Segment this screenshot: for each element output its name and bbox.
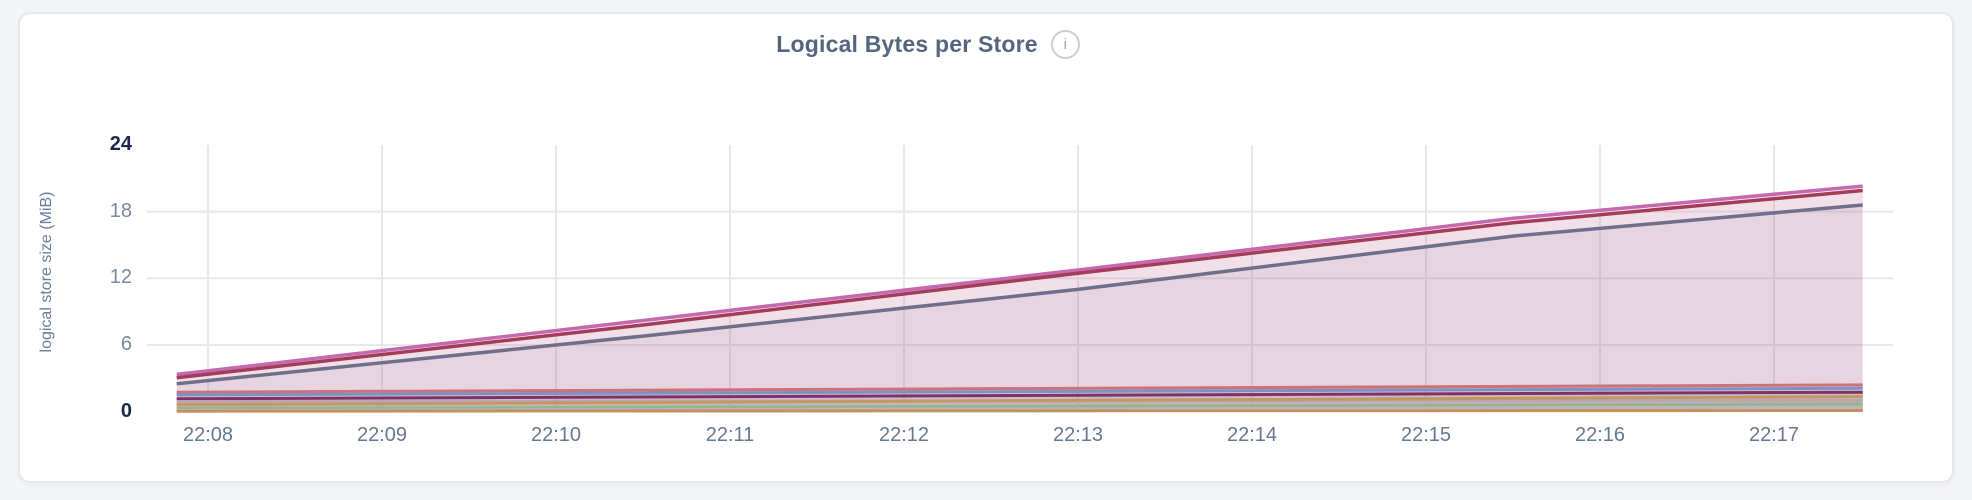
- series-line-series-02: [176, 188, 1863, 380]
- series-line-series-09: [176, 402, 1863, 410]
- series-line-series-01: [176, 184, 1863, 377]
- series-area-series-03: [176, 205, 1863, 412]
- series-line-series-05: [176, 386, 1863, 397]
- info-icon-glyph: i: [1063, 36, 1067, 53]
- series-line-series-06: [176, 390, 1863, 401]
- series-line-series-04: [176, 383, 1863, 394]
- info-icon[interactable]: i: [1050, 30, 1080, 59]
- series-area-series-01: [176, 186, 1863, 412]
- series-line-series-03: [176, 203, 1863, 386]
- series-line-series-11: [176, 409, 1863, 413]
- series-line-series-08: [176, 395, 1863, 407]
